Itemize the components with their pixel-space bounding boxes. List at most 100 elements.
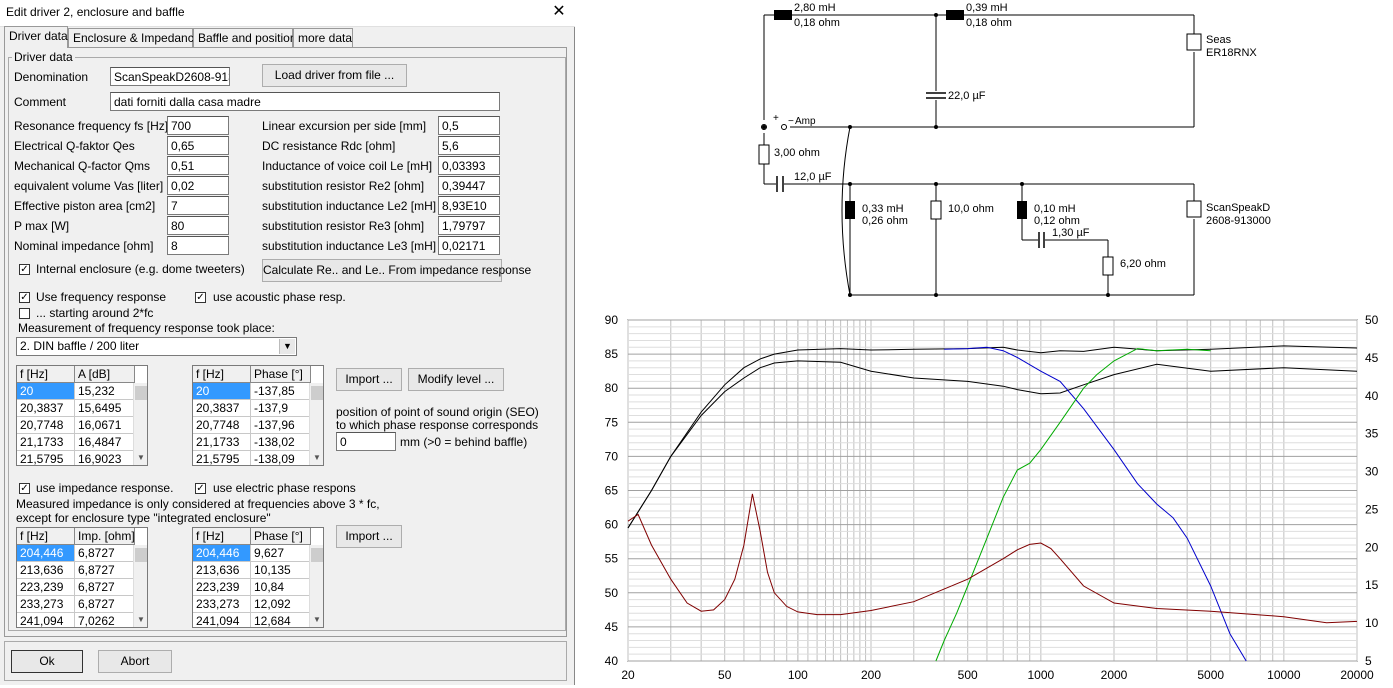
table-cell[interactable]: 233,273 bbox=[193, 596, 251, 613]
import-button[interactable]: Import ... bbox=[336, 368, 402, 391]
frequency-table[interactable]: f [Hz] A [dB] 20 15,232 20,3837 15,6495 … bbox=[16, 365, 148, 466]
table-cell[interactable]: 21,5795 bbox=[17, 451, 75, 465]
table-cell[interactable]: 204,446 bbox=[193, 545, 251, 562]
internal-enclosure-checkbox[interactable]: ✓ bbox=[19, 264, 30, 275]
table-cell[interactable]: 16,4847 bbox=[75, 434, 135, 451]
table-cell[interactable]: -138,02 bbox=[251, 434, 311, 451]
scrollbar[interactable]: ▼ bbox=[309, 545, 323, 627]
load-driver-button[interactable]: Load driver from file ... bbox=[262, 64, 407, 87]
measurement-select[interactable]: 2. DIN baffle / 200 liter ▼ bbox=[16, 337, 297, 356]
table-cell[interactable]: -137,85 bbox=[251, 383, 311, 400]
calculate-re-le-button[interactable]: Calculate Re.. and Le.. From impedance r… bbox=[262, 259, 531, 282]
scroll-thumb[interactable] bbox=[135, 548, 147, 562]
scroll-thumb[interactable] bbox=[311, 386, 323, 400]
pmax-field[interactable]: 80 bbox=[167, 216, 229, 235]
impedance-table[interactable]: f [Hz] Imp. [ohm] 204,446 6,8727 213,636… bbox=[16, 527, 148, 628]
abort-button[interactable]: Abort bbox=[98, 650, 172, 673]
table-cell[interactable]: 9,627 bbox=[251, 545, 311, 562]
table-cell[interactable]: 20,7748 bbox=[193, 417, 251, 434]
le-field[interactable]: 0,03393 bbox=[438, 156, 500, 175]
scrollbar[interactable]: ▼ bbox=[133, 545, 147, 627]
seo-field[interactable]: 0 bbox=[336, 432, 396, 451]
table-cell[interactable]: 7,0262 bbox=[75, 613, 135, 627]
close-icon[interactable]: ✕ bbox=[552, 3, 566, 20]
comment-field[interactable]: dati forniti dalla casa madre bbox=[110, 92, 500, 111]
table-cell[interactable]: 15,232 bbox=[75, 383, 135, 400]
table-cell[interactable]: 241,094 bbox=[17, 613, 75, 627]
chevron-down-icon[interactable]: ▼ bbox=[313, 615, 321, 624]
le3-field[interactable]: 0,02171 bbox=[438, 236, 500, 255]
qes-field[interactable]: 0,65 bbox=[167, 136, 229, 155]
rdc-field[interactable]: 5,6 bbox=[438, 136, 500, 155]
table-cell[interactable]: 213,636 bbox=[193, 562, 251, 579]
resistor-r1 bbox=[758, 144, 770, 165]
scroll-thumb[interactable] bbox=[135, 386, 147, 400]
resonance-frequency-field[interactable]: 700 bbox=[167, 116, 229, 135]
tab-baffle-position[interactable]: Baffle and position bbox=[193, 28, 297, 47]
table-cell[interactable]: 20 bbox=[17, 383, 75, 400]
table-cell[interactable]: 6,8727 bbox=[75, 562, 135, 579]
table-cell[interactable]: 204,446 bbox=[17, 545, 75, 562]
table-cell[interactable]: 21,5795 bbox=[193, 451, 251, 465]
piston-area-field[interactable]: 7 bbox=[167, 196, 229, 215]
table-cell[interactable]: -138,09 bbox=[251, 451, 311, 465]
table-cell[interactable]: 241,094 bbox=[193, 613, 251, 627]
use-acoustic-phase-checkbox[interactable]: ✓ bbox=[195, 292, 206, 303]
re2-field[interactable]: 0,39447 bbox=[438, 176, 500, 195]
re3-field[interactable]: 1,79797 bbox=[438, 216, 500, 235]
modify-level-button[interactable]: Modify level ... bbox=[408, 368, 504, 391]
tab-enclosure-impedance[interactable]: Enclosure & Impedance bbox=[68, 28, 200, 47]
table-cell[interactable]: 213,636 bbox=[17, 562, 75, 579]
table-cell[interactable]: 12,092 bbox=[251, 596, 311, 613]
tab-more-data[interactable]: more data bbox=[293, 28, 353, 47]
ok-button[interactable]: Ok bbox=[11, 650, 83, 673]
phase-table[interactable]: f [Hz] Phase [°] 20 -137,85 20,3837 -137… bbox=[192, 365, 324, 466]
table-cell[interactable]: 21,1733 bbox=[17, 434, 75, 451]
electric-phase-table[interactable]: f [Hz] Phase [°] 204,446 9,627 213,636 1… bbox=[192, 527, 324, 628]
window-title: Edit driver 2, enclosure and baffle bbox=[6, 5, 185, 19]
import-impedance-button[interactable]: Import ... bbox=[336, 525, 402, 548]
chevron-down-icon[interactable]: ▼ bbox=[313, 453, 321, 462]
chevron-down-icon[interactable]: ▼ bbox=[137, 615, 145, 624]
table-cell[interactable]: 223,239 bbox=[17, 579, 75, 596]
junction-dot bbox=[762, 125, 766, 129]
scrollbar[interactable]: ▼ bbox=[309, 383, 323, 465]
table-cell[interactable]: 223,239 bbox=[193, 579, 251, 596]
use-frequency-checkbox[interactable]: ✓ bbox=[19, 292, 30, 303]
tab-driver-data[interactable]: Driver data bbox=[4, 26, 68, 48]
use-acoustic-phase-label: use acoustic phase resp. bbox=[213, 290, 346, 304]
table-cell[interactable]: 20,3837 bbox=[17, 400, 75, 417]
chevron-down-icon[interactable]: ▼ bbox=[137, 453, 145, 462]
table-cell[interactable]: 16,0671 bbox=[75, 417, 135, 434]
table-cell[interactable]: 20,7748 bbox=[17, 417, 75, 434]
table-cell[interactable]: 6,8727 bbox=[75, 579, 135, 596]
table-cell[interactable]: 16,9023 bbox=[75, 451, 135, 465]
denomination-label: Denomination bbox=[14, 70, 89, 84]
linear-excursion-field[interactable]: 0,5 bbox=[438, 116, 500, 135]
scrollbar[interactable]: ▼ bbox=[133, 383, 147, 465]
le2-field[interactable]: 8,93E10 bbox=[438, 196, 500, 215]
vas-field[interactable]: 0,02 bbox=[167, 176, 229, 195]
amp-terminal-minus bbox=[781, 124, 787, 130]
table-cell[interactable]: 10,135 bbox=[251, 562, 311, 579]
table-cell[interactable]: 6,8727 bbox=[75, 545, 135, 562]
table-cell[interactable]: 6,8727 bbox=[75, 596, 135, 613]
table-cell[interactable]: 15,6495 bbox=[75, 400, 135, 417]
scroll-thumb[interactable] bbox=[311, 548, 323, 562]
denomination-field[interactable]: ScanSpeakD2608-9130 bbox=[110, 67, 230, 86]
nominal-impedance-field[interactable]: 8 bbox=[167, 236, 229, 255]
table-cell[interactable]: 10,84 bbox=[251, 579, 311, 596]
starting-2fc-checkbox[interactable] bbox=[19, 308, 30, 319]
x-tick-label: 1000 bbox=[1027, 668, 1054, 682]
table-cell[interactable]: 233,273 bbox=[17, 596, 75, 613]
driver1-model: ER18RNX bbox=[1206, 47, 1257, 59]
use-impedance-checkbox[interactable]: ✓ bbox=[19, 483, 30, 494]
table-cell[interactable]: -137,96 bbox=[251, 417, 311, 434]
table-cell[interactable]: 21,1733 bbox=[193, 434, 251, 451]
table-cell[interactable]: -137,9 bbox=[251, 400, 311, 417]
table-cell[interactable]: 12,684 bbox=[251, 613, 311, 627]
table-cell[interactable]: 20 bbox=[193, 383, 251, 400]
table-cell[interactable]: 20,3837 bbox=[193, 400, 251, 417]
qms-field[interactable]: 0,51 bbox=[167, 156, 229, 175]
use-electric-phase-checkbox[interactable]: ✓ bbox=[195, 483, 206, 494]
